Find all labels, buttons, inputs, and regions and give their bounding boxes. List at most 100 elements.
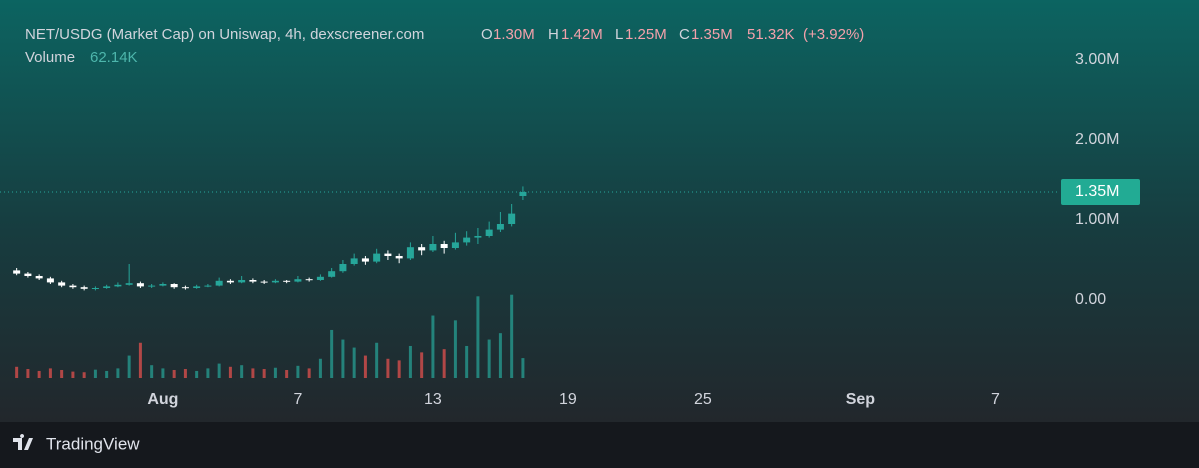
legend-key: O — [481, 26, 493, 43]
volume-bar — [341, 339, 345, 378]
candle-body — [114, 284, 122, 287]
candle-body — [91, 288, 99, 289]
last-price-tag — [1061, 179, 1140, 205]
volume-bar — [71, 371, 75, 378]
candle-body — [350, 258, 358, 264]
candle-body — [496, 224, 504, 230]
legend-value: 1.35M — [691, 26, 733, 43]
volume-bar — [408, 345, 412, 378]
candle-body — [260, 281, 268, 283]
candle-body — [249, 280, 257, 282]
volume-bar — [228, 366, 232, 378]
legend-value: 1.42M — [561, 26, 603, 43]
volume-bar — [217, 363, 221, 378]
legend-change-pct: (+3.92%) — [803, 26, 864, 43]
last-price-label: 1.35M — [1075, 183, 1119, 200]
volume-bar — [318, 358, 322, 378]
volume-bar — [48, 368, 52, 378]
volume-legend: Volume — [25, 49, 75, 66]
x-tick-label: Sep — [846, 391, 876, 408]
candle-body — [474, 236, 482, 238]
volume-bar — [251, 368, 255, 378]
volume-bar — [150, 365, 154, 378]
candle-body — [226, 280, 234, 283]
candle-body — [193, 286, 201, 288]
ohlc-legend: O 1.30M H 1.42M L 1.25M C 1.35M 51.32K (… — [481, 26, 864, 43]
volume-bar — [487, 339, 491, 378]
candle-body — [103, 286, 111, 288]
legend-key: C — [679, 26, 690, 43]
plot-area — [0, 186, 1060, 378]
legend-value: 1.25M — [625, 26, 667, 43]
volume-bar — [273, 367, 277, 378]
legend-key: H — [548, 26, 559, 43]
brand-logo: TradingView — [13, 434, 140, 453]
volume-bar — [510, 294, 514, 378]
candle-body — [80, 287, 88, 289]
x-tick-label: 7 — [991, 391, 1000, 408]
candle-body — [485, 229, 493, 236]
volume-bar — [127, 355, 131, 378]
brand-name: TradingView — [46, 434, 140, 453]
volume-bar — [240, 365, 244, 378]
volume-bar — [420, 352, 424, 378]
volume-bar — [521, 358, 525, 378]
volume-bar — [82, 372, 86, 378]
candle-body — [451, 242, 459, 248]
volume-bar — [138, 342, 142, 378]
volume-bar — [285, 369, 289, 378]
legend-key: L — [615, 26, 623, 43]
symbol-title: NET/USDG (Market Cap) on Uniswap, 4h, de… — [25, 26, 424, 43]
y-tick-label: 1.00M — [1075, 211, 1119, 228]
candle-body — [508, 213, 516, 224]
candle-body — [283, 280, 291, 282]
candle-body — [361, 258, 369, 262]
volume-bar — [442, 349, 446, 378]
candle-body — [13, 270, 21, 274]
candle-body — [148, 285, 156, 287]
candle-body — [418, 247, 426, 251]
candle-body — [328, 271, 336, 277]
chart-background — [0, 0, 1199, 422]
x-tick-label: 13 — [424, 391, 442, 408]
footer — [0, 422, 1199, 468]
candle-body — [305, 279, 313, 281]
volume-bar — [26, 369, 30, 378]
volume-bar — [476, 296, 480, 378]
candle-body — [69, 285, 77, 288]
volume-bar — [161, 368, 165, 378]
volume-legend-value: 62.14K — [90, 49, 138, 66]
y-tick-label: 0.00 — [1075, 291, 1106, 308]
candle-body — [204, 285, 212, 287]
candle-body — [58, 282, 66, 286]
logo-icon — [13, 434, 33, 450]
candle-body — [181, 287, 189, 289]
volume-bar — [296, 365, 300, 378]
candle-body — [170, 284, 178, 288]
candle-body — [271, 280, 279, 283]
x-tick-label: 25 — [694, 391, 712, 408]
legend-value: 1.30M — [493, 26, 535, 43]
candle-body — [316, 276, 324, 280]
volume-bar — [15, 366, 19, 378]
volume-bar — [183, 369, 187, 378]
volume-bar — [206, 368, 210, 378]
candle-body — [429, 244, 437, 251]
volume-bar — [307, 368, 311, 378]
candle-body — [519, 192, 527, 196]
candle-body — [440, 244, 448, 248]
volume-bar — [431, 315, 435, 378]
volume-bar — [465, 345, 469, 378]
x-tick-label: 7 — [293, 391, 302, 408]
candle-body — [463, 237, 471, 243]
volume-bar — [397, 360, 401, 378]
candle-body — [159, 284, 167, 286]
candle-body — [136, 283, 144, 287]
volume-bar — [453, 320, 457, 378]
volume-bar — [60, 369, 64, 378]
candle-body — [46, 278, 54, 283]
candle-body — [35, 276, 43, 279]
x-tick-label: Aug — [147, 391, 178, 408]
